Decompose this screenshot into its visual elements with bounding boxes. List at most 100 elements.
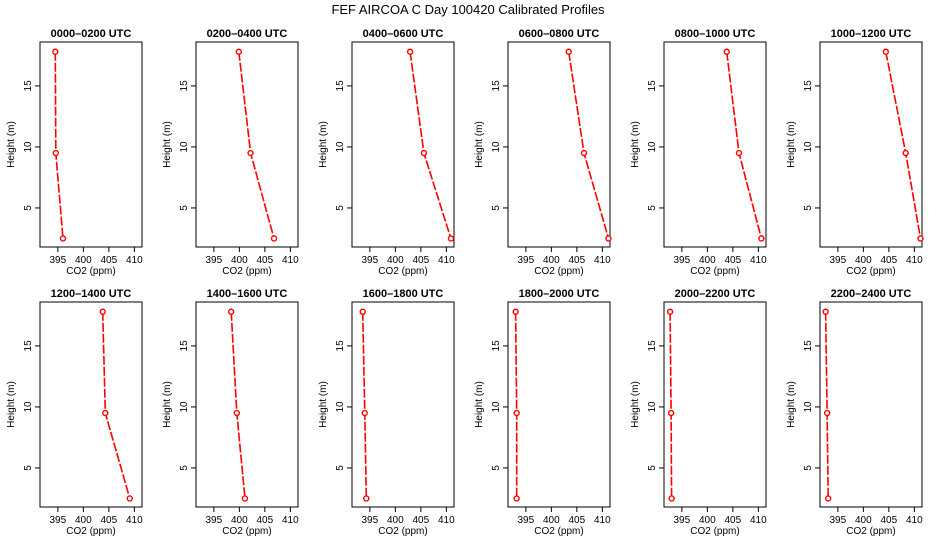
plot-frame bbox=[819, 301, 923, 508]
data-point bbox=[420, 149, 428, 157]
y-tick-label: 5 bbox=[803, 465, 814, 471]
figure-title: FEF AIRCOA C Day 100420 Calibrated Profi… bbox=[331, 2, 605, 17]
y-tick-label: 5 bbox=[491, 465, 502, 471]
y-tick-label: 5 bbox=[179, 465, 190, 471]
x-axis-label: CO2 (ppm) bbox=[66, 526, 115, 537]
panel-title: 0800–1000 UTC bbox=[675, 28, 756, 40]
data-point bbox=[233, 409, 241, 417]
y-tick-label: 15 bbox=[491, 80, 502, 92]
x-axis-label: CO2 (ppm) bbox=[378, 266, 427, 277]
x-tick-label: 410 bbox=[438, 255, 455, 266]
y-axis-label: Height (m) bbox=[162, 121, 173, 168]
x-tick-label: 400 bbox=[75, 255, 92, 266]
profile-panel: 1400–1600 UTC 395 400 405 410 CO2 (ppm) 5 10 15 H… bbox=[162, 288, 299, 537]
x-axis-label: CO2 (ppm) bbox=[66, 266, 115, 277]
x-tick-label: 395 bbox=[206, 515, 223, 526]
x-tick-label: 395 bbox=[518, 255, 535, 266]
x-tick-label: 405 bbox=[569, 515, 586, 526]
x-tick-label: 400 bbox=[543, 515, 560, 526]
y-tick-label: 15 bbox=[335, 340, 346, 352]
y-tick-label: 15 bbox=[335, 80, 346, 92]
y-axis-label: Height (m) bbox=[6, 121, 17, 168]
y-tick-label: 10 bbox=[179, 401, 190, 413]
data-point bbox=[605, 235, 612, 242]
x-tick-label: 410 bbox=[126, 515, 143, 526]
y-tick-label: 10 bbox=[803, 141, 814, 153]
x-tick-label: 400 bbox=[543, 255, 560, 266]
data-point bbox=[580, 149, 588, 157]
data-point bbox=[666, 308, 674, 315]
x-axis-label: CO2 (ppm) bbox=[378, 526, 427, 537]
data-point bbox=[668, 495, 675, 502]
data-point bbox=[363, 495, 370, 502]
data-point bbox=[513, 409, 520, 417]
y-tick-label: 5 bbox=[491, 205, 502, 211]
profile-panel: 0000–0200 UTC 395 400 405 410 CO2 (ppm) 5 10 15 H… bbox=[6, 28, 143, 277]
profile-panel: 0400–0600 UTC 395 400 405 410 CO2 (ppm) 5 10 15 H… bbox=[318, 28, 455, 277]
y-axis-label: Height (m) bbox=[786, 121, 797, 168]
profile-line bbox=[101, 311, 131, 499]
data-point bbox=[52, 149, 60, 157]
data-point bbox=[667, 409, 675, 417]
plot-frame bbox=[507, 41, 611, 248]
y-axis-label: Height (m) bbox=[318, 121, 329, 168]
data-point bbox=[513, 495, 520, 502]
data-point bbox=[99, 308, 106, 315]
y-tick-label: 10 bbox=[491, 141, 502, 153]
x-tick-label: 400 bbox=[855, 255, 872, 266]
x-tick-label: 395 bbox=[830, 515, 847, 526]
x-tick-label: 395 bbox=[362, 255, 379, 266]
plot-frame bbox=[39, 41, 143, 248]
y-tick-label: 15 bbox=[647, 340, 658, 352]
y-tick-label: 10 bbox=[179, 141, 190, 153]
x-tick-label: 410 bbox=[594, 255, 611, 266]
y-tick-label: 15 bbox=[803, 340, 814, 352]
data-point bbox=[247, 149, 254, 157]
x-axis-label: CO2 (ppm) bbox=[222, 266, 271, 277]
y-tick-label: 5 bbox=[335, 465, 346, 471]
data-point bbox=[241, 495, 249, 502]
y-axis-label: Height (m) bbox=[6, 381, 17, 428]
y-tick-label: 10 bbox=[647, 141, 658, 153]
profile-line bbox=[514, 311, 518, 499]
x-tick-label: 400 bbox=[231, 515, 248, 526]
plot-frame bbox=[351, 41, 455, 248]
x-tick-label: 395 bbox=[50, 255, 67, 266]
x-tick-label: 395 bbox=[830, 255, 847, 266]
x-axis-label: CO2 (ppm) bbox=[846, 526, 895, 537]
x-tick-label: 405 bbox=[881, 255, 898, 266]
x-tick-label: 400 bbox=[231, 255, 248, 266]
x-tick-label: 405 bbox=[725, 515, 742, 526]
x-tick-label: 405 bbox=[101, 255, 118, 266]
y-tick-label: 5 bbox=[179, 205, 190, 211]
y-tick-label: 15 bbox=[179, 80, 190, 92]
x-tick-label: 395 bbox=[206, 255, 223, 266]
plot-frame bbox=[195, 41, 299, 248]
panel-grid: 0000–0200 UTC 395 400 405 410 CO2 (ppm) 5 10 15 H… bbox=[6, 28, 924, 537]
x-tick-label: 395 bbox=[50, 515, 67, 526]
y-tick-label: 10 bbox=[23, 141, 34, 153]
y-axis-label: Height (m) bbox=[786, 381, 797, 428]
y-tick-label: 10 bbox=[335, 401, 346, 413]
x-tick-label: 410 bbox=[750, 515, 767, 526]
x-axis-label: CO2 (ppm) bbox=[534, 526, 583, 537]
x-tick-label: 395 bbox=[674, 515, 691, 526]
y-tick-label: 5 bbox=[647, 465, 658, 471]
x-tick-label: 400 bbox=[855, 515, 872, 526]
y-tick-label: 15 bbox=[179, 340, 190, 352]
y-tick-label: 15 bbox=[803, 80, 814, 92]
data-point bbox=[406, 48, 414, 55]
x-axis-label: CO2 (ppm) bbox=[690, 266, 739, 277]
data-point bbox=[902, 149, 909, 157]
y-tick-label: 15 bbox=[23, 340, 34, 352]
y-tick-label: 10 bbox=[803, 401, 814, 413]
profile-panel: 0800–1000 UTC 395 400 405 410 CO2 (ppm) 5 10 15 H… bbox=[630, 28, 767, 277]
y-tick-label: 10 bbox=[647, 401, 658, 413]
data-point bbox=[447, 235, 455, 242]
data-point bbox=[361, 409, 368, 417]
profile-line bbox=[54, 51, 64, 239]
y-tick-label: 5 bbox=[23, 465, 34, 471]
x-tick-label: 405 bbox=[257, 515, 274, 526]
data-point bbox=[359, 308, 366, 315]
x-tick-label: 400 bbox=[387, 255, 404, 266]
